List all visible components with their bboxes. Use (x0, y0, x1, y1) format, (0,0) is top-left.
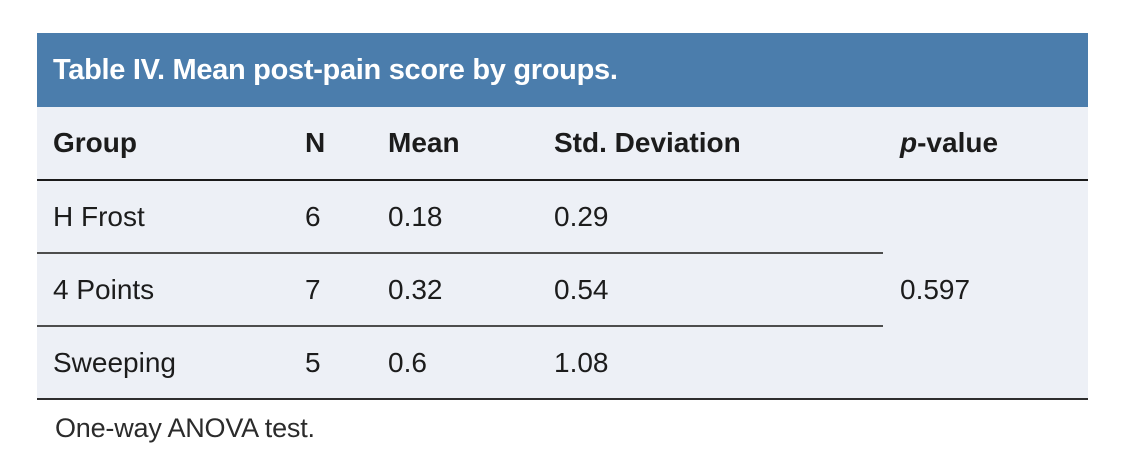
p-value-label-italic: p (900, 127, 918, 158)
cell-n: 6 (305, 180, 388, 254)
cell-mean: 0.18 (388, 180, 554, 254)
header-row: Group N Mean Std. Deviation p-value (37, 107, 1088, 181)
table-row-4-points: 4 Points 7 0.32 0.54 (37, 253, 1088, 327)
cell-group: 4 Points (37, 253, 305, 327)
cell-std-deviation: 1.08 (554, 326, 883, 400)
p-value-label-rest: -value (917, 127, 999, 158)
cell-group: H Frost (37, 180, 305, 254)
column-header-group: Group (37, 107, 305, 181)
cell-std-deviation: 0.29 (554, 180, 883, 254)
table-row-sweeping: Sweeping 5 0.6 1.08 (37, 326, 1088, 400)
column-header-std-deviation: Std. Deviation (554, 107, 883, 181)
cell-n: 5 (305, 326, 388, 400)
table-title: Table IV. Mean post-pain score by groups… (53, 53, 618, 86)
column-header-p-value: p-value (883, 107, 1088, 181)
cell-mean: 0.6 (388, 326, 554, 400)
table-footnote: One-way ANOVA test. (55, 413, 315, 443)
cell-p-value: 0.597 (883, 180, 1088, 400)
cell-n: 7 (305, 253, 388, 327)
table-card: Table IV. Mean post-pain score by groups… (37, 33, 1088, 444)
cell-group: Sweeping (37, 326, 305, 400)
stats-table: Group N Mean Std. Deviation p-value H Fr… (37, 107, 1088, 400)
column-header-n: N (305, 107, 388, 181)
table-title-bar: Table IV. Mean post-pain score by groups… (37, 33, 1088, 107)
column-header-mean: Mean (388, 107, 554, 181)
table-row-h-frost: H Frost 6 0.18 0.29 0.597 (37, 180, 1088, 400)
cell-mean: 0.32 (388, 253, 554, 327)
cell-std-deviation: 0.54 (554, 253, 883, 327)
